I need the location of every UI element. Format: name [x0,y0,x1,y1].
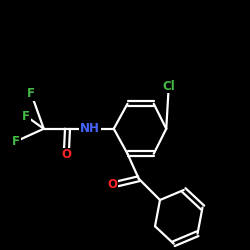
Text: Cl: Cl [162,80,175,93]
Text: F: F [27,87,35,100]
Text: F: F [22,110,30,123]
Text: F: F [12,135,20,148]
Text: O: O [108,178,118,192]
Text: NH: NH [80,122,100,135]
Text: O: O [61,148,71,162]
